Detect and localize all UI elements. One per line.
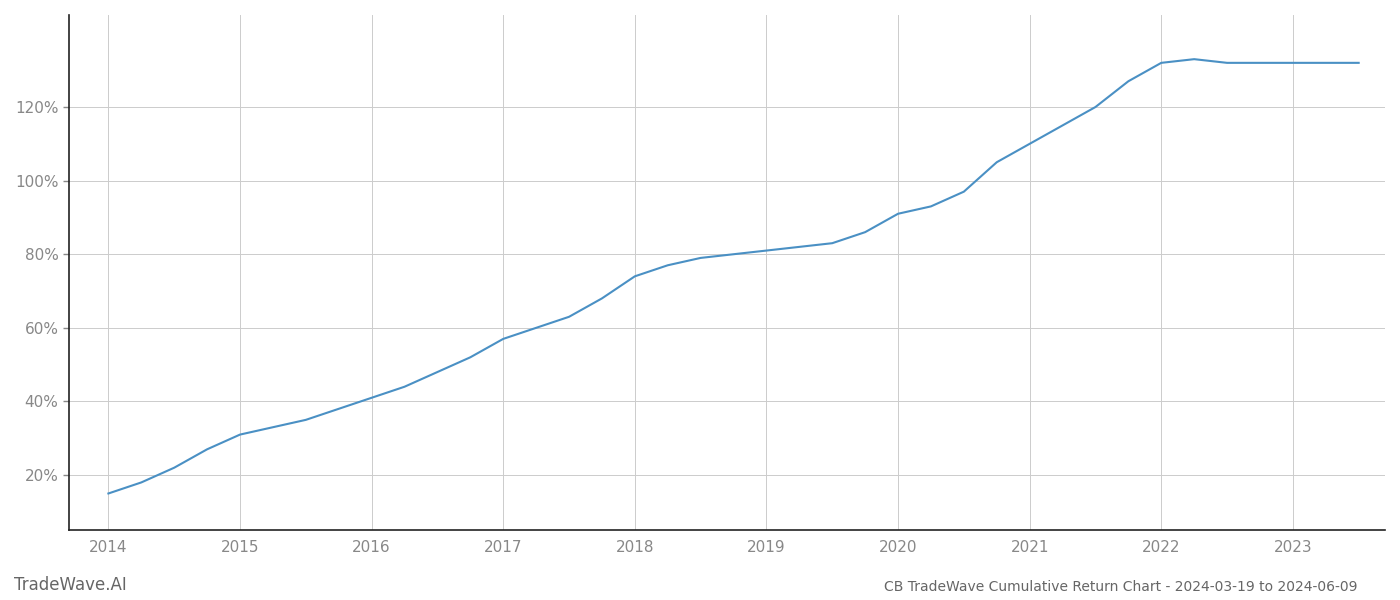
Text: CB TradeWave Cumulative Return Chart - 2024-03-19 to 2024-06-09: CB TradeWave Cumulative Return Chart - 2… — [885, 580, 1358, 594]
Text: TradeWave.AI: TradeWave.AI — [14, 576, 127, 594]
